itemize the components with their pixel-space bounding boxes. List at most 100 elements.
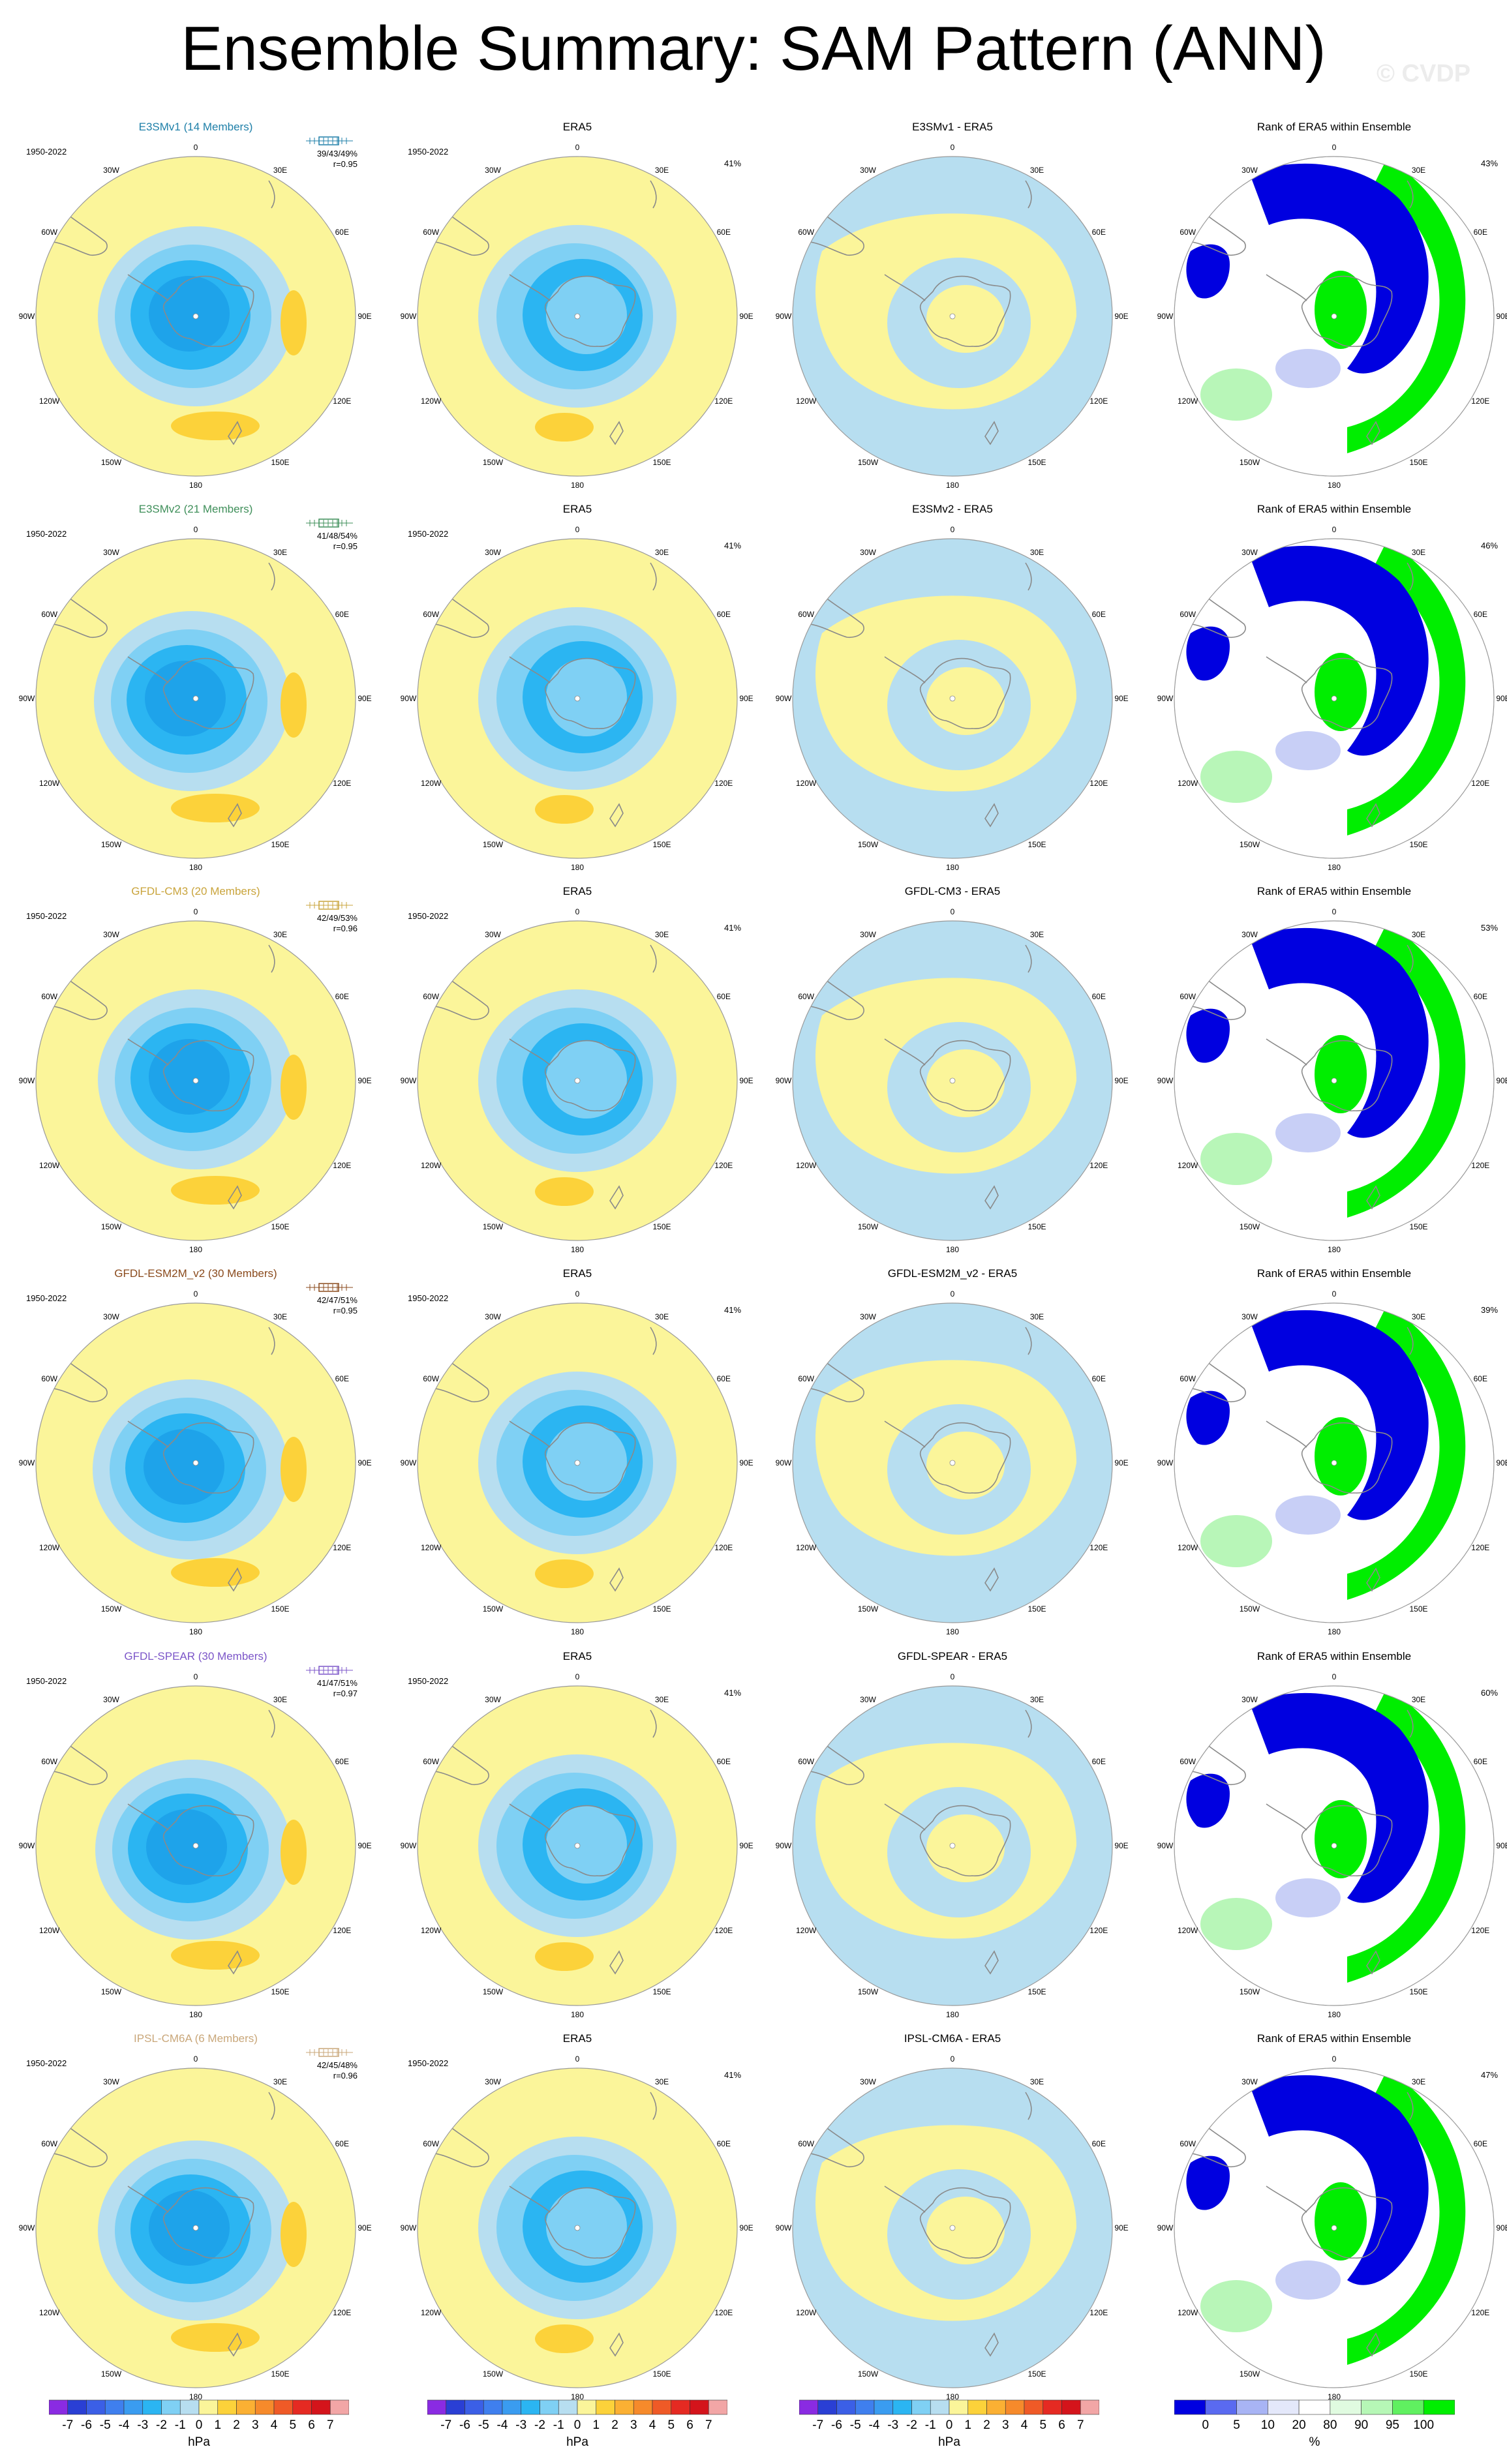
- colorbar-tick: -3: [887, 2418, 899, 2432]
- lon-label: 150E: [652, 1987, 671, 1997]
- ensemble-spread-boxplot: [303, 517, 356, 529]
- lon-label: 90W: [18, 1076, 35, 1085]
- colorbar-unit: hPa: [938, 2435, 960, 2449]
- lon-label: 180: [570, 2392, 585, 2401]
- variance-pct: 46%: [1481, 541, 1499, 550]
- lon-label: 180: [945, 1627, 960, 1636]
- lon-label: 60W: [41, 991, 58, 1001]
- lon-label: 60E: [1091, 1756, 1106, 1766]
- lon-label: 180: [1327, 1627, 1341, 1636]
- colorbar-tick: 6: [1058, 2418, 1065, 2432]
- pattern-stats: 42/45/48% r=0.96: [294, 2060, 358, 2081]
- lon-label: 120E: [1089, 396, 1108, 406]
- colorbar-tick: 100: [1413, 2418, 1435, 2432]
- lon-label: 120W: [796, 2307, 817, 2317]
- colorbar-swatch: [817, 2399, 837, 2415]
- rank-panel: Rank of ERA5 within Ensemble 53% 0 30E 60E 90…: [1151, 885, 1507, 1270]
- lon-label: 120E: [1089, 1542, 1108, 1552]
- variance-pct: 39%: [1481, 1305, 1499, 1315]
- lon-label: 150W: [1239, 2369, 1260, 2379]
- lon-label: 90E: [1114, 2223, 1129, 2232]
- model-panel: GFDL-ESM2M_v2 (30 Members) 1950-2022 42/47…: [13, 1267, 378, 1652]
- lon-label: 150W: [482, 1987, 504, 1997]
- colorbar-tick: -5: [99, 2418, 111, 2432]
- variance-pct: 47%: [1481, 2070, 1499, 2080]
- polar-map: [417, 156, 738, 477]
- lon-label: 30W: [860, 547, 876, 557]
- polar-map: [1174, 538, 1495, 859]
- lon-label: 60E: [1091, 609, 1106, 619]
- colorbar-tick: 7: [1076, 2418, 1084, 2432]
- colorbar-swatch: [49, 2399, 68, 2415]
- polar-map: [35, 1302, 356, 1623]
- panel-title: ERA5: [562, 885, 592, 897]
- lon-label: 150W: [857, 458, 879, 468]
- colorbar-swatch: [198, 2399, 219, 2415]
- lon-label: 0: [950, 2054, 955, 2064]
- colorbar-tick: 6: [686, 2418, 693, 2432]
- lon-label: 0: [1332, 1672, 1337, 1681]
- lon-label: 0: [950, 1672, 955, 1681]
- colorbar-tick: 80: [1323, 2418, 1337, 2432]
- lon-label: 150E: [1028, 1222, 1046, 1232]
- polar-map: [417, 920, 738, 1241]
- ensemble-spread-boxplot: [303, 1282, 356, 1293]
- lon-label: 90W: [1157, 694, 1174, 703]
- stat-line: r=0.95: [333, 541, 358, 551]
- lon-label: 60E: [716, 2139, 731, 2148]
- colorbar-tick: 5: [1039, 2418, 1047, 2432]
- panel-title: GFDL-ESM2M_v2 - ERA5: [887, 1267, 1018, 1280]
- lon-label: 90W: [775, 1076, 792, 1085]
- era5-panel: ERA5 1950-2022 41% 0 30E 60E 90E 120E 150E 180 150…: [395, 885, 760, 1270]
- lon-label: 150W: [100, 2369, 122, 2379]
- variance-pct: 60%: [1481, 1688, 1499, 1698]
- stat-line: 41/47/51%: [316, 1678, 358, 1688]
- panel-title: GFDL-SPEAR (30 Members): [124, 1650, 267, 1662]
- lon-label: 30E: [273, 2077, 288, 2086]
- lon-label: 120E: [1089, 1925, 1108, 1935]
- colorbar-swatch: [1061, 2399, 1081, 2415]
- lon-label: 90W: [400, 2223, 417, 2232]
- lon-label: 90E: [1114, 694, 1129, 703]
- colorbar-swatch: [1080, 2399, 1099, 2415]
- colorbar-swatch: [521, 2399, 540, 2415]
- stat-line: 39/43/49%: [316, 149, 358, 158]
- colorbar-swatch: [892, 2399, 912, 2415]
- polar-map: [1174, 1302, 1495, 1623]
- lon-label: 90W: [1157, 2223, 1174, 2232]
- model-panel: GFDL-SPEAR (30 Members) 1950-2022 41/47/51…: [13, 1650, 378, 2035]
- lon-label: 60E: [335, 609, 349, 619]
- lon-label: 120W: [1178, 1542, 1198, 1552]
- lon-label: 0: [193, 143, 198, 152]
- lon-label: 60W: [423, 609, 440, 619]
- lon-label: 30E: [273, 929, 288, 939]
- colorbar-tick: -1: [924, 2418, 936, 2432]
- colorbar-tick: -6: [459, 2418, 470, 2432]
- lon-label: 150E: [1409, 840, 1428, 850]
- colorbar-swatch: [464, 2399, 484, 2415]
- lon-label: 150W: [857, 1222, 879, 1232]
- panel-title: GFDL-ESM2M_v2 (30 Members): [114, 1267, 277, 1280]
- colorbar-tick: 4: [270, 2418, 278, 2432]
- lon-label: 120E: [714, 1925, 733, 1935]
- lon-label: 150E: [271, 1604, 290, 1614]
- colorbar-swatch: [1423, 2399, 1455, 2415]
- colorbar-unit: hPa: [188, 2435, 210, 2449]
- colorbar-tick: 4: [1020, 2418, 1028, 2432]
- lon-label: 90W: [400, 1458, 417, 1467]
- lon-label: 0: [950, 907, 955, 916]
- lon-label: 120W: [39, 1160, 60, 1170]
- lon-label: 120W: [1178, 1160, 1198, 1170]
- model-panel: IPSL-CM6A (6 Members) 1950-2022 42/45/48% r…: [13, 2032, 378, 2417]
- polar-map: [792, 2067, 1113, 2388]
- colorbar-swatch: [930, 2399, 950, 2415]
- colorbar-tick: -4: [496, 2418, 508, 2432]
- colorbar-swatch: [179, 2399, 200, 2415]
- lon-label: 60E: [1473, 991, 1487, 1001]
- lon-label: 0: [575, 1672, 580, 1681]
- lon-label: 150W: [1239, 1987, 1260, 1997]
- lon-label: 30E: [654, 1694, 669, 1704]
- lon-label: 30W: [860, 929, 876, 939]
- lon-label: 90E: [739, 1841, 754, 1850]
- lon-label: 30E: [1411, 929, 1426, 939]
